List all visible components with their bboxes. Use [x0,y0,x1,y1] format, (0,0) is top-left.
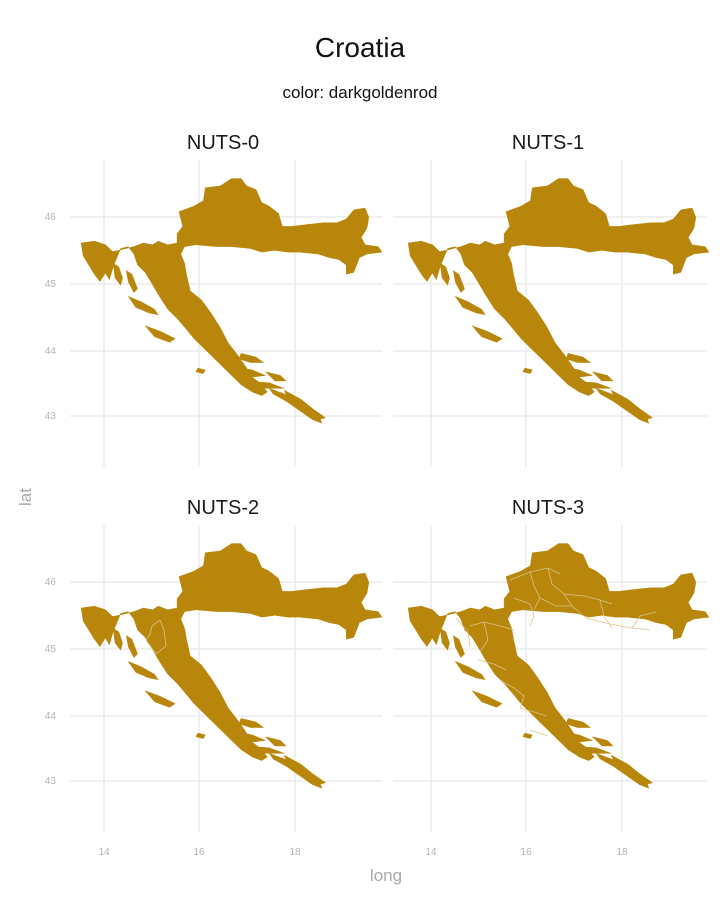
croatia-map [80,543,383,789]
y-tick-label: 46 [45,212,57,223]
panel-label: NUTS-2 [187,497,259,519]
y-axis-label: lat [16,488,35,506]
y-tick-label: 43 [45,776,57,787]
y-tick-label: 43 [45,411,57,422]
county-borders [455,567,657,737]
grid [393,160,707,467]
x-tick-label: 14 [425,847,437,858]
croatia-map [407,178,710,424]
x-tick-label: 18 [616,847,628,858]
panel-nuts-0: NUTS-0 46 45 44 43 [45,132,383,467]
x-tick-label: 18 [289,847,301,858]
plot-subtitle: color: darkgoldenrod [282,83,438,102]
panel-nuts-3: NUTS-3 14 16 18 [393,497,710,858]
region-border [145,619,167,655]
y-tick-label: 44 [45,346,57,357]
x-tick-label: 16 [520,847,532,858]
croatia-map [80,178,383,424]
plot-title: Croatia [314,32,406,63]
croatia-map [407,543,710,789]
y-tick-label: 46 [45,577,57,588]
panel-label: NUTS-1 [512,132,584,154]
panel-label: NUTS-3 [512,497,584,519]
y-tick-label: 45 [45,644,57,655]
y-tick-label: 45 [45,279,57,290]
panel-nuts-1: NUTS-1 [393,132,710,467]
panel-label: NUTS-0 [187,132,259,154]
x-tick-label: 16 [193,847,205,858]
panel-nuts-2: NUTS-2 46 45 44 43 14 16 18 [45,497,383,858]
y-tick-label: 44 [45,711,57,722]
x-tick-label: 14 [98,847,110,858]
x-axis-label: long [370,866,402,885]
